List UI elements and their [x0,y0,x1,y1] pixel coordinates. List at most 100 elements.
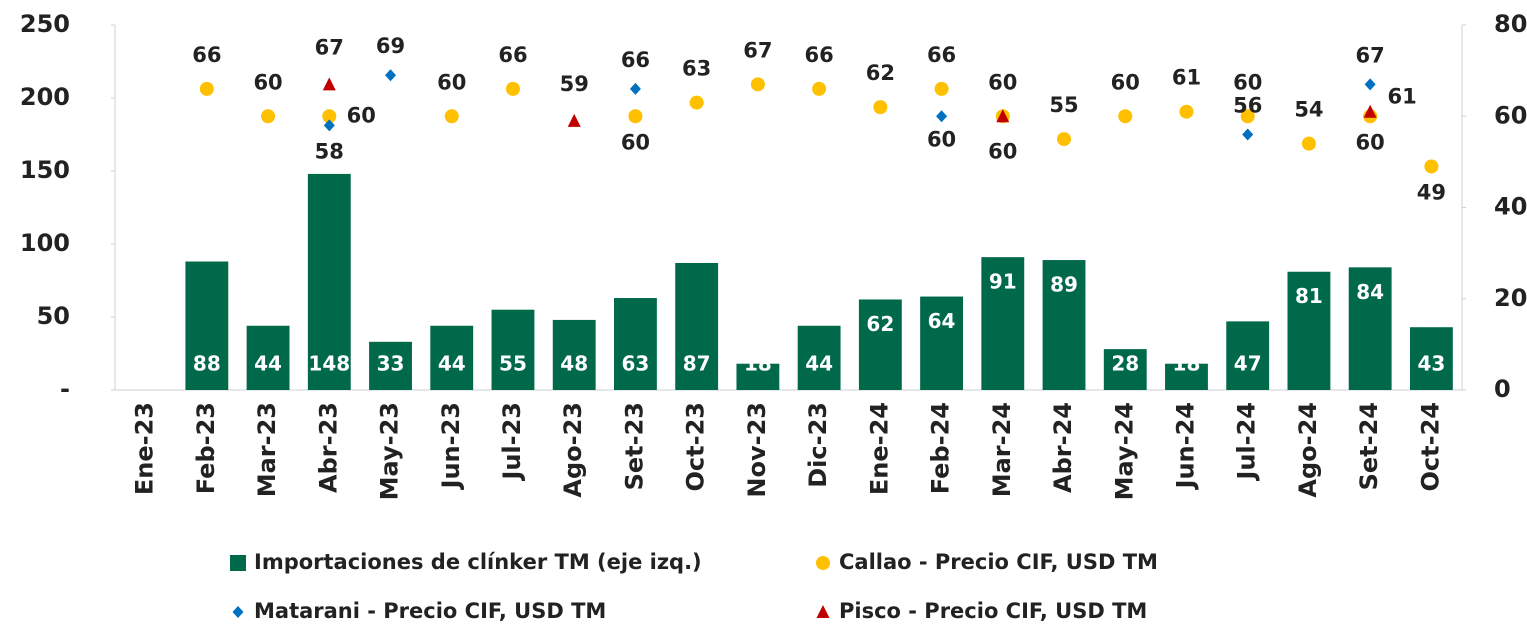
y-tick-label: - [60,375,70,403]
x-tick-label: Set-24 [1355,402,1383,490]
bar [981,257,1025,390]
point [936,110,948,123]
point [812,81,827,96]
point [689,95,704,110]
bar-label: 44 [254,352,282,376]
bar-label: 18 [744,352,772,376]
point [1240,109,1255,124]
point-label: 62 [866,61,895,85]
bar [307,173,351,390]
point [628,109,643,124]
point [444,109,459,124]
bar-label: 89 [1050,273,1078,297]
x-tick-label: Oct-23 [682,402,710,491]
legend-label: Pisco - Precio CIF, USD TM [839,599,1147,623]
bar-label: 44 [438,352,466,376]
bar-label: 43 [1417,352,1445,376]
y-tick-label: 250 [20,10,70,38]
point [1301,136,1316,151]
bar-label: 48 [560,352,588,376]
point-label: 66 [804,43,833,67]
bar [797,325,841,390]
bar [1165,363,1208,390]
point-label: 60 [927,127,956,151]
bar-label: 84 [1356,280,1384,304]
bar-label: 148 [308,352,350,376]
point-label: 66 [192,43,221,67]
bar [552,319,596,390]
x-tick-label: Jun-24 [1171,402,1199,490]
bar [1287,271,1331,390]
point [322,109,337,124]
point-label: 66 [498,43,527,67]
bar [736,363,780,390]
legend-label: Callao - Precio CIF, USD TM [839,550,1158,574]
x-tick-label: Nov-23 [743,402,771,498]
x-tick-label: Ene-24 [865,402,893,495]
bar-label: 62 [866,312,894,336]
point [1118,109,1133,124]
y2-tick-label: 60 [1494,101,1527,129]
x-tick-label: May-24 [1110,402,1138,500]
bar-label: 88 [193,352,221,376]
point-label: 66 [621,48,650,72]
point [1179,104,1194,119]
bar-label: 47 [1234,352,1262,376]
bar [858,299,902,390]
point-label: 66 [927,43,956,67]
point [996,109,1010,123]
point-label: 60 [253,70,282,94]
bar-label: 64 [928,309,956,333]
point-label: 54 [1294,98,1323,122]
point-label: 60 [347,103,376,127]
point [750,77,765,92]
point [1424,159,1439,174]
bar [920,296,963,390]
bar [1042,260,1086,390]
y-tick-label: 50 [37,302,70,330]
point-label: 60 [1356,130,1385,154]
bar [1103,349,1147,390]
point-label: 61 [1172,66,1201,90]
point [629,82,641,95]
x-tick-label: Abr-24 [1049,402,1077,493]
point-label: 58 [315,139,344,163]
point-label: 69 [376,34,405,58]
bar-label: 44 [805,352,833,376]
bar-label: 87 [683,352,711,376]
bar [185,261,229,390]
legend-label: Matarani - Precio CIF, USD TM [254,599,606,623]
x-tick-label: Mar-23 [253,402,281,497]
y-tick-label: 200 [20,83,70,111]
point [385,69,397,82]
point-label: 61 [1388,85,1417,109]
point [323,119,335,132]
legend-swatch [232,606,244,618]
y-tick-label: 150 [20,156,70,184]
bar-label: 63 [622,352,650,376]
point [873,100,888,115]
point-label: 67 [743,38,772,62]
bar-label: 81 [1295,284,1323,308]
point [934,81,949,96]
y-tick-label: 100 [20,229,70,257]
y2-tick-label: 0 [1494,375,1511,403]
bar [614,298,657,390]
bar [1409,327,1453,390]
bar-label: 28 [1111,352,1139,376]
bar-label: 33 [377,352,405,376]
legend-swatch [816,556,830,570]
x-tick-label: Dic-23 [804,402,832,488]
x-tick-label: May-23 [376,402,404,500]
legend-label: Importaciones de clínker TM (eje izq.) [254,550,702,574]
x-tick-label: Jul-23 [498,402,526,482]
y2-tick-label: 80 [1494,10,1527,38]
point-label: 60 [988,70,1017,94]
bar-label: 91 [989,270,1017,294]
point-label: 60 [988,139,1017,163]
y2-tick-label: 40 [1494,193,1527,221]
x-tick-label: Ago-24 [1294,402,1322,498]
point-label: 55 [1049,93,1078,117]
x-tick-label: Abr-23 [314,402,342,493]
